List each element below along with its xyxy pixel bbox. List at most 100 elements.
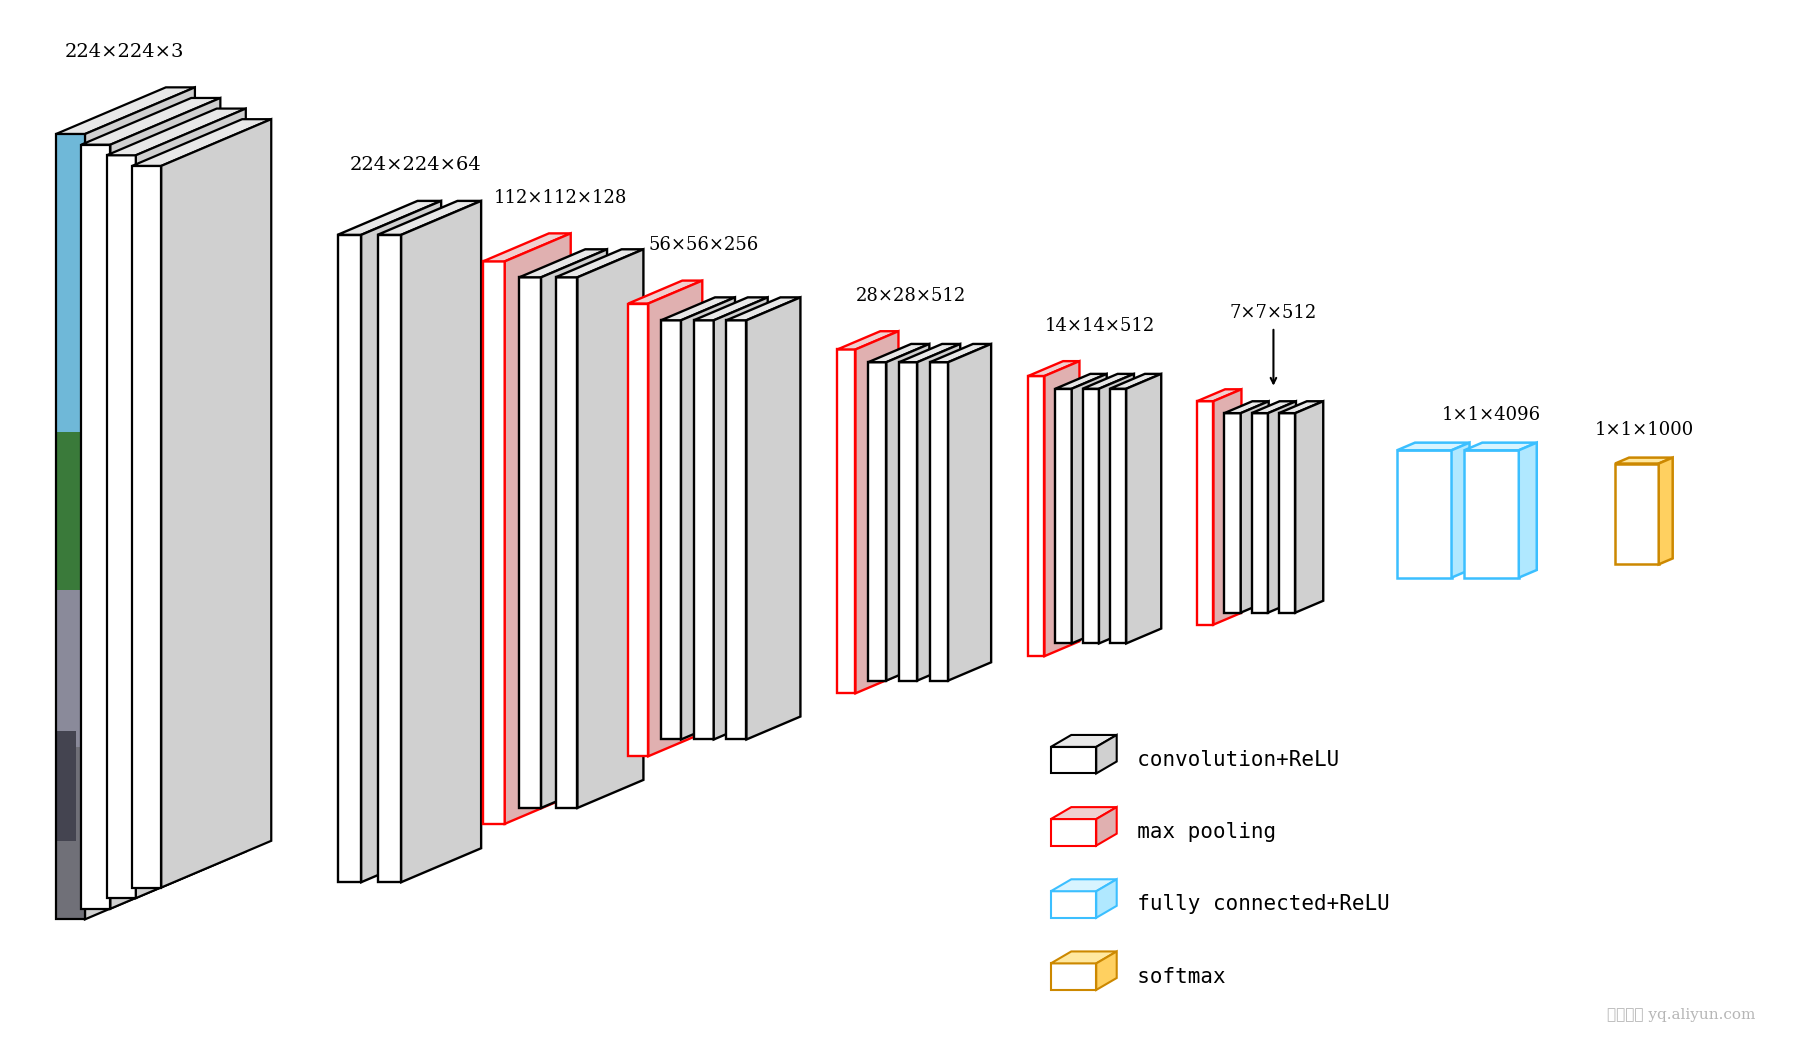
Polygon shape [1398, 443, 1469, 450]
Polygon shape [661, 320, 681, 739]
Polygon shape [360, 201, 440, 882]
Polygon shape [1279, 413, 1296, 613]
Polygon shape [948, 344, 992, 681]
Polygon shape [86, 87, 195, 919]
Polygon shape [1241, 401, 1269, 613]
Text: fully connected+ReLU: fully connected+ReLU [1112, 895, 1390, 914]
Polygon shape [82, 145, 111, 909]
Polygon shape [107, 155, 136, 898]
Polygon shape [681, 297, 735, 739]
Polygon shape [337, 235, 360, 882]
Polygon shape [1050, 735, 1117, 747]
Polygon shape [930, 344, 992, 362]
Bar [56, 589, 86, 747]
Polygon shape [648, 281, 703, 757]
Polygon shape [1050, 819, 1096, 846]
Polygon shape [1028, 376, 1045, 656]
Polygon shape [930, 362, 948, 681]
Polygon shape [1050, 879, 1117, 892]
Polygon shape [82, 98, 220, 145]
Polygon shape [1056, 388, 1072, 644]
Polygon shape [1465, 450, 1518, 578]
Polygon shape [1083, 388, 1099, 644]
Polygon shape [337, 201, 440, 235]
Polygon shape [1518, 443, 1536, 578]
Polygon shape [1225, 401, 1269, 413]
Polygon shape [746, 297, 801, 739]
Polygon shape [111, 98, 220, 909]
Polygon shape [1214, 389, 1241, 625]
Polygon shape [1050, 892, 1096, 918]
Polygon shape [1083, 373, 1134, 388]
Text: 56×56×256: 56×56×256 [648, 236, 759, 254]
Text: 28×28×512: 28×28×512 [855, 286, 966, 304]
Polygon shape [519, 249, 608, 278]
Polygon shape [1465, 443, 1536, 450]
Polygon shape [555, 278, 577, 808]
Polygon shape [1225, 413, 1241, 613]
Text: 1×1×4096: 1×1×4096 [1441, 405, 1542, 423]
Bar [56, 134, 86, 432]
Polygon shape [868, 344, 930, 362]
Polygon shape [1056, 373, 1107, 388]
Polygon shape [693, 297, 768, 320]
Text: 14×14×512: 14×14×512 [1045, 317, 1154, 334]
Polygon shape [1198, 389, 1241, 401]
Polygon shape [726, 320, 746, 739]
Polygon shape [837, 349, 855, 694]
Polygon shape [1096, 879, 1117, 918]
Polygon shape [1198, 401, 1214, 625]
Polygon shape [1269, 401, 1296, 613]
Polygon shape [1127, 373, 1161, 644]
Text: softmax: softmax [1112, 967, 1227, 986]
Text: 云栖社区 yq.aliyun.com: 云栖社区 yq.aliyun.com [1607, 1009, 1754, 1023]
Polygon shape [628, 303, 648, 757]
Polygon shape [1658, 458, 1673, 564]
Bar [56, 432, 86, 589]
Polygon shape [377, 235, 400, 882]
Polygon shape [1110, 373, 1161, 388]
Polygon shape [482, 233, 571, 262]
Polygon shape [1296, 401, 1323, 613]
Polygon shape [1045, 361, 1079, 656]
Polygon shape [726, 297, 801, 320]
Polygon shape [1096, 808, 1117, 846]
Text: 112×112×128: 112×112×128 [493, 188, 628, 206]
Polygon shape [1072, 373, 1107, 644]
Polygon shape [899, 362, 917, 681]
Polygon shape [482, 262, 504, 824]
Polygon shape [1252, 401, 1296, 413]
Polygon shape [133, 119, 271, 166]
Polygon shape [133, 166, 162, 887]
Polygon shape [162, 119, 271, 887]
Polygon shape [1096, 735, 1117, 774]
Polygon shape [555, 249, 644, 278]
Polygon shape [661, 297, 735, 320]
Polygon shape [693, 320, 713, 739]
Polygon shape [886, 344, 930, 681]
Polygon shape [1028, 361, 1079, 376]
Polygon shape [1050, 963, 1096, 990]
Polygon shape [519, 278, 541, 808]
Polygon shape [1252, 413, 1269, 613]
Polygon shape [628, 281, 703, 303]
Polygon shape [541, 249, 608, 808]
Text: 224×224×64: 224×224×64 [349, 156, 480, 174]
Text: 7×7×512: 7×7×512 [1230, 303, 1318, 321]
Polygon shape [1614, 464, 1658, 564]
Bar [56, 731, 76, 841]
Polygon shape [504, 233, 571, 824]
Polygon shape [868, 362, 886, 681]
Polygon shape [837, 331, 899, 349]
Polygon shape [899, 344, 961, 362]
Text: 1×1×1000: 1×1×1000 [1594, 420, 1694, 438]
Polygon shape [1050, 951, 1117, 963]
Polygon shape [107, 109, 246, 155]
Text: max pooling: max pooling [1112, 822, 1276, 843]
Polygon shape [1050, 747, 1096, 774]
Polygon shape [377, 201, 480, 235]
Polygon shape [917, 344, 961, 681]
Text: convolution+ReLU: convolution+ReLU [1112, 750, 1340, 770]
Polygon shape [577, 249, 644, 808]
Polygon shape [136, 109, 246, 898]
